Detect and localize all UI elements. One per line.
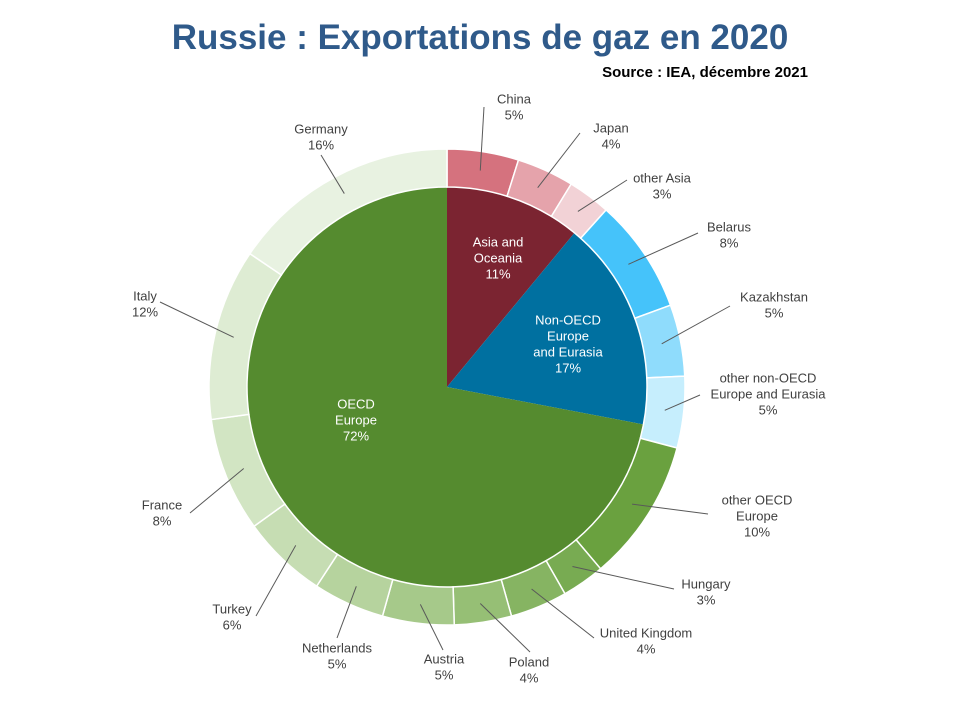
outer-slice-germany xyxy=(248,148,448,276)
leader-line-china xyxy=(479,106,485,171)
outer-slice-other-non-oecd-europe-and-eurasia xyxy=(639,375,686,449)
leader-line-netherlands xyxy=(336,586,357,639)
inner-slice-asia-and-oceania xyxy=(447,187,575,387)
outer-label-germany: Germany 16% xyxy=(294,122,348,153)
outer-label-italy: Italy 12% xyxy=(132,289,158,320)
leader-line-germany xyxy=(320,154,345,194)
outer-label-other-oecd-europe: other OECD Europe 10% xyxy=(722,493,793,540)
inner-label-oecd-europe: OECD Europe 72% xyxy=(335,397,377,444)
leader-line-united-kingdom xyxy=(531,588,595,639)
leader-line-france xyxy=(189,468,245,514)
outer-label-united-kingdom: United Kingdom 4% xyxy=(600,626,693,657)
outer-label-japan: Japan 4% xyxy=(593,121,628,152)
outer-slice-poland xyxy=(452,578,513,626)
outer-label-austria: Austria 5% xyxy=(424,652,465,683)
outer-label-other-non-oecd-europe-and-eurasia: other non-OECD Europe and Eurasia 5% xyxy=(711,371,827,418)
leader-line-turkey xyxy=(255,545,297,617)
outer-label-turkey: Turkey 6% xyxy=(212,602,252,633)
outer-label-china: China 5% xyxy=(497,92,532,123)
leader-line-belarus xyxy=(628,232,699,265)
outer-label-other-asia: other Asia 3% xyxy=(633,171,692,202)
outer-label-kazakhstan: Kazakhstan 5% xyxy=(740,290,808,321)
chart-source: Source : IEA, décembre 2021 xyxy=(602,64,808,81)
leader-line-austria xyxy=(419,604,444,651)
outer-label-belarus: Belarus 8% xyxy=(707,220,752,251)
outer-label-netherlands: Netherlands 5% xyxy=(302,641,373,672)
leader-line-italy xyxy=(159,301,234,338)
inner-label-asia-and-oceania: Asia and Oceania 11% xyxy=(473,235,524,282)
leader-line-hungary xyxy=(572,566,675,590)
outer-label-poland: Poland 4% xyxy=(509,655,549,686)
leader-line-other-oecd-europe xyxy=(631,503,709,515)
inner-slice-non-oecd-europe-and-eurasia xyxy=(447,232,647,425)
leader-line-japan xyxy=(537,132,581,188)
leader-line-other-asia xyxy=(577,179,628,212)
leader-line-other-non-oecd-europe-and-eurasia xyxy=(664,394,701,411)
inner-label-non-oecd-europe-and-eurasia: Non-OECD Europe and Eurasia 17% xyxy=(533,313,603,376)
outer-label-france: France 8% xyxy=(142,498,182,529)
chart-title: Russie : Exportations de gaz en 2020 xyxy=(171,18,789,57)
inner-slice-oecd-europe xyxy=(247,187,644,588)
outer-label-hungary: Hungary 3% xyxy=(681,577,731,608)
outer-slice-austria xyxy=(381,578,456,626)
leader-line-poland xyxy=(479,603,531,653)
leader-line-kazakhstan xyxy=(661,305,731,345)
